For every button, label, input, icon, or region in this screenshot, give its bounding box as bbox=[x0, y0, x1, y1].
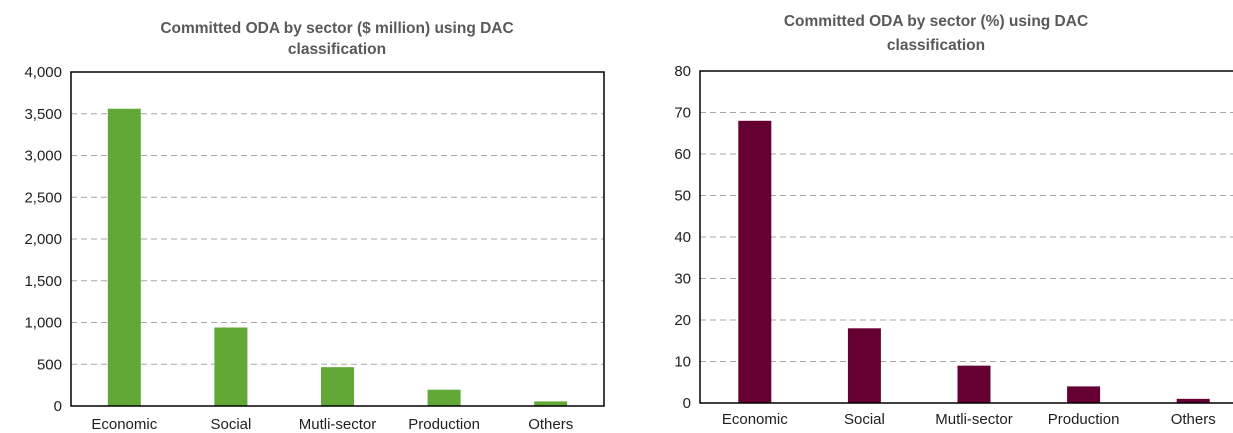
chart-title-line-1: Committed ODA by sector ($ million) usin… bbox=[160, 20, 513, 37]
x-tick-label: Production bbox=[1048, 411, 1120, 428]
x-axis-ticks: Economic Social Mutli-sector Production Othe… bbox=[722, 411, 1216, 428]
x-tick-label: Social bbox=[210, 416, 251, 433]
x-tick-label: Economic bbox=[722, 411, 788, 428]
sector-percent-chart: Committed ODA by sector (%) using DAC cl… bbox=[674, 13, 1233, 428]
y-tick-label: 2,500 bbox=[24, 189, 62, 206]
x-tick-label: Production bbox=[408, 416, 480, 433]
y-tick-label: 0 bbox=[54, 398, 62, 415]
bar bbox=[1176, 398, 1210, 403]
x-tick-label: Others bbox=[528, 416, 573, 433]
bar bbox=[107, 108, 141, 407]
chart-title-line-2: classification bbox=[288, 41, 386, 58]
y-tick-label: 50 bbox=[674, 188, 691, 205]
y-tick-label: 30 bbox=[674, 271, 691, 288]
gridlines bbox=[71, 113, 604, 365]
y-tick-label: 70 bbox=[674, 105, 691, 122]
y-tick-label: 1,000 bbox=[24, 315, 62, 332]
bar bbox=[321, 367, 354, 406]
x-axis-ticks: Economic Social Mutli-sector Production Othe… bbox=[91, 416, 573, 433]
bar bbox=[534, 401, 568, 406]
y-tick-label: 40 bbox=[674, 229, 691, 246]
y-tick-label: 10 bbox=[674, 354, 691, 371]
x-tick-label: Economic bbox=[91, 416, 157, 433]
chart-title-line-2: classification bbox=[887, 37, 985, 54]
bars bbox=[738, 120, 1210, 404]
gridlines bbox=[700, 112, 1233, 362]
y-tick-label: 0 bbox=[683, 395, 691, 412]
bar bbox=[738, 120, 772, 404]
x-tick-label: Others bbox=[1171, 411, 1216, 428]
y-tick-label: 4,000 bbox=[24, 64, 62, 81]
bars bbox=[107, 108, 568, 407]
bar bbox=[214, 327, 248, 406]
plot-area bbox=[70, 71, 605, 407]
sector-amount-chart: Committed ODA by sector ($ million) usin… bbox=[24, 20, 605, 433]
x-tick-label: Social bbox=[844, 411, 885, 428]
bar bbox=[427, 389, 461, 406]
y-tick-label: 2,000 bbox=[24, 231, 62, 248]
y-axis-ticks: 0 10 20 30 40 50 60 70 80 bbox=[674, 63, 691, 412]
y-tick-label: 80 bbox=[674, 63, 691, 80]
x-tick-label: Mutli-sector bbox=[299, 416, 377, 433]
x-tick-label: Mutli-sector bbox=[935, 411, 1013, 428]
bar bbox=[847, 328, 881, 403]
y-tick-label: 3,000 bbox=[24, 148, 62, 165]
bar bbox=[1067, 386, 1101, 403]
plot-area bbox=[699, 70, 1233, 404]
y-tick-label: 1,500 bbox=[24, 273, 62, 290]
y-tick-label: 20 bbox=[674, 312, 691, 329]
y-tick-label: 3,500 bbox=[24, 106, 62, 123]
y-tick-label: 500 bbox=[37, 356, 62, 373]
y-tick-label: 60 bbox=[674, 146, 691, 163]
y-axis-ticks: 0 500 1,000 1,500 2,000 2,500 3,000 3,500 4,000 bbox=[24, 64, 62, 415]
bar bbox=[957, 365, 991, 403]
chart-title-line-1: Committed ODA by sector (%) using DAC bbox=[784, 13, 1088, 30]
